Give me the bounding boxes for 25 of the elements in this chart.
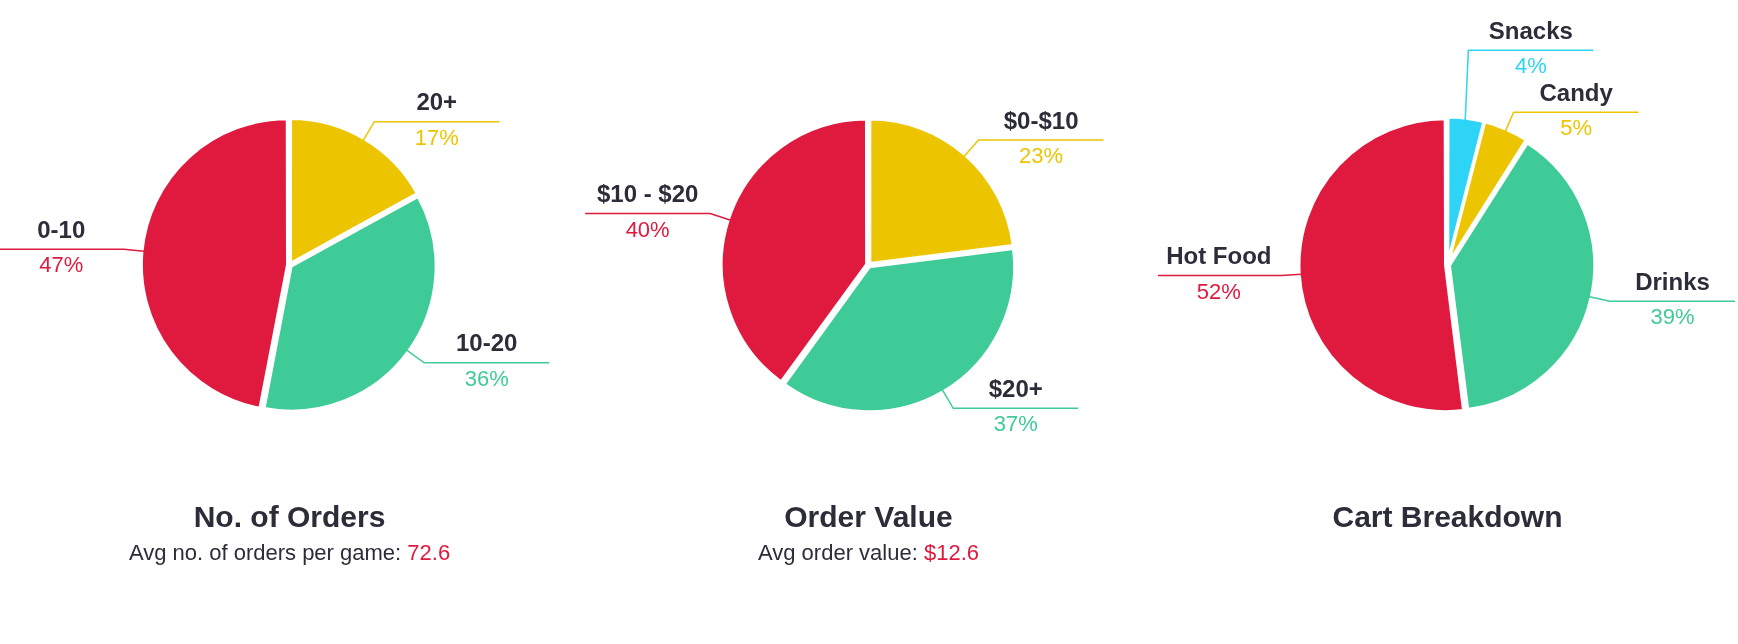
data-label: 37%: [993, 411, 1038, 437]
slice-label: Snacks: [1488, 16, 1573, 44]
slice-label: Candy: [1539, 78, 1614, 106]
slice-label: 0-10: [37, 215, 86, 243]
data-label: 47%: [39, 252, 84, 278]
data-label: 5%: [1560, 115, 1593, 141]
slice-label: Drinks: [1635, 267, 1710, 295]
data-label: 4%: [1514, 53, 1547, 79]
text: No. of Orders: [193, 500, 386, 534]
data-label: 36%: [464, 365, 509, 391]
data-label: 17%: [414, 124, 459, 150]
data-label: 39%: [1650, 304, 1695, 330]
slice-label: 10-20: [456, 329, 518, 357]
text: Avg no. of orders per game: 72.6: [128, 540, 451, 566]
slice-label: $20+: [988, 374, 1043, 402]
slice-label: Hot Food: [1166, 242, 1272, 270]
text: Order Value: [784, 500, 953, 534]
text: Cart Breakdown: [1332, 500, 1563, 534]
data-label: 52%: [1196, 278, 1241, 304]
data-label: 23%: [1019, 143, 1064, 169]
slice-label: $10 - $20: [596, 180, 699, 208]
data-label: 40%: [625, 216, 670, 242]
text: Avg order value: $12.6: [758, 540, 979, 566]
slice-label: $0-$10: [1003, 106, 1079, 134]
slice-label: 20+: [416, 88, 458, 116]
